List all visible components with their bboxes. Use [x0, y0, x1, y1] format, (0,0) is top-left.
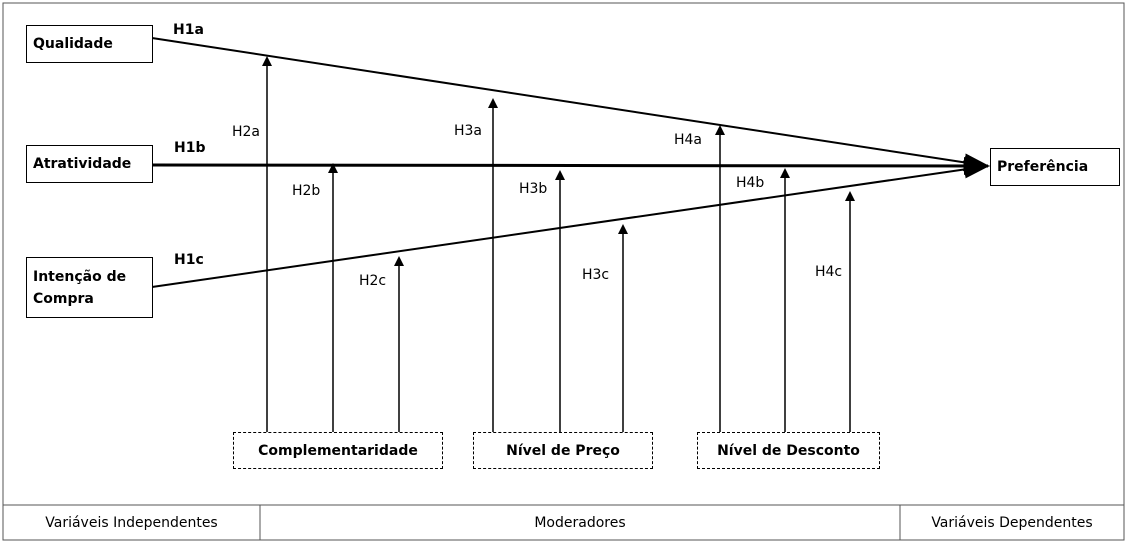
path-h1a [151, 37, 990, 172]
hypothesis-label: H2b [292, 183, 321, 199]
moderator-box: Nível de Preço [473, 432, 653, 469]
node-box: Preferência [990, 148, 1120, 186]
path-h1c [151, 160, 990, 288]
node-box: Intenção de Compra [26, 257, 153, 318]
hypothesis-label: H2c [359, 273, 387, 289]
hypothesis-label: H4a [674, 132, 703, 148]
footer-cell: Variáveis Dependentes [931, 515, 1093, 531]
hypothesis-label: H3b [519, 181, 548, 197]
hypothesis-label: H3c [582, 267, 610, 283]
footer-cell: Variáveis Independentes [45, 515, 218, 531]
footer-cell: Moderadores [534, 515, 626, 531]
hypothesis-label: H1a [173, 22, 204, 38]
node-box: Qualidade [26, 25, 153, 63]
moderation-paths [262, 56, 855, 432]
hypothesis-label: H3a [454, 123, 483, 139]
node-box: Atratividade [26, 145, 153, 183]
moderator-box: Nível de Desconto [697, 432, 880, 469]
hypothesis-label: H2a [232, 124, 261, 140]
direct-paths [151, 37, 990, 288]
hypothesis-label: H1c [174, 252, 204, 268]
hypothesis-label: H4b [736, 175, 765, 191]
path-h1b [151, 156, 990, 175]
moderator-box: Complementaridade [233, 432, 443, 469]
hypothesis-label: H1b [174, 140, 206, 156]
hypothesis-label: H4c [815, 264, 843, 280]
